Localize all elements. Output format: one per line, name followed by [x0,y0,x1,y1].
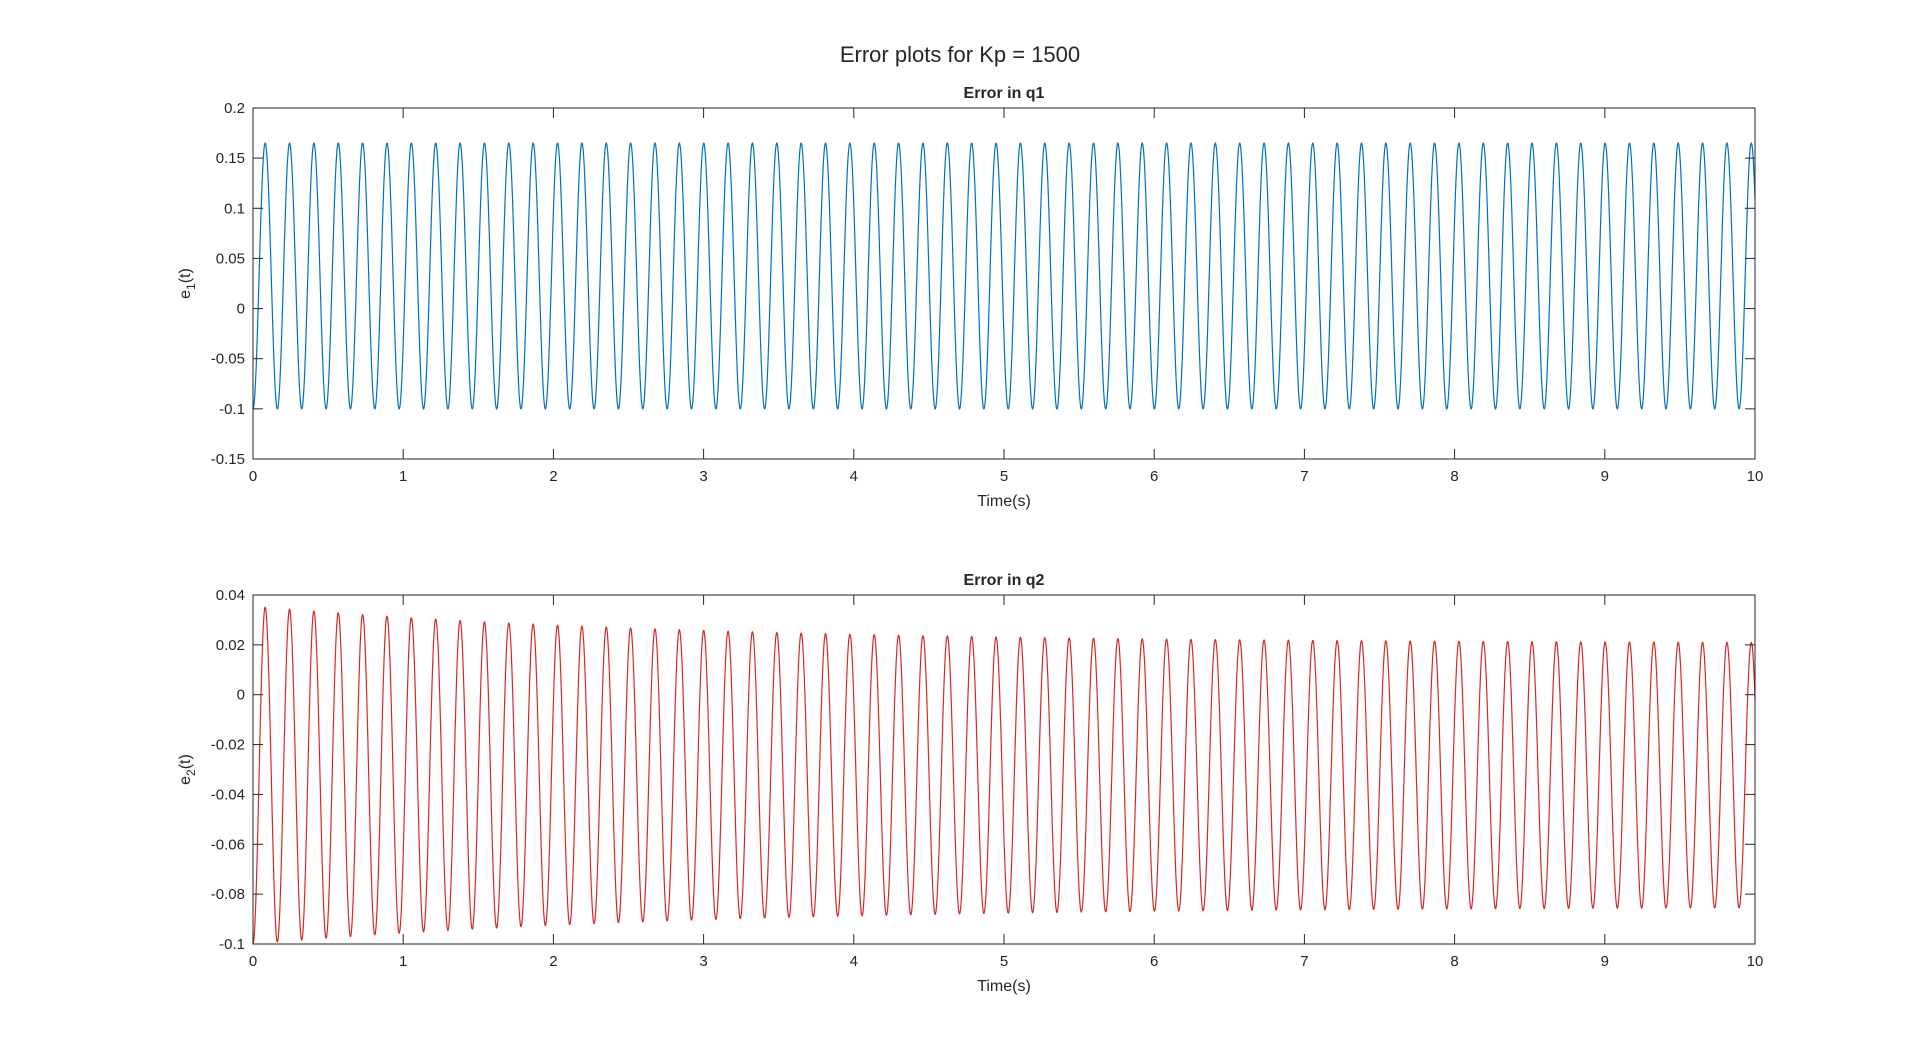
chart-2-ylabel-sub: 2 [184,769,198,776]
chart-2-xtick-label: 0 [249,953,257,970]
chart-1-series-line [253,142,1755,410]
chart-1-xtick-label: 0 [249,468,257,485]
chart-1-ytick-label: 0.05 [216,250,245,267]
chart-2-xlabel: Time(s) [977,978,1031,995]
chart-2-title: Error in q2 [964,572,1045,589]
chart-1-ylabel-suffix: (t) [177,268,194,283]
chart-1-xtick-label: 4 [850,468,858,485]
chart-1-xtick-label: 5 [1000,468,1008,485]
subplot-error-q1: 0 1 2 3 4 5 6 7 8 9 10 -0.15 -0.1 -0.05 0 0.05 0.1 0.15 0.… [177,85,1763,510]
chart-2-xtick-label: 10 [1747,953,1764,970]
chart-2-ytick-label: -0.06 [211,836,245,853]
chart-1-xtick-label: 6 [1150,468,1158,485]
chart-2-xtick-label: 1 [399,953,407,970]
chart-2-xtick-label: 5 [1000,953,1008,970]
chart-2-ytick-label: 0.02 [216,637,245,654]
chart-2-xtick-label: 9 [1601,953,1609,970]
chart-1-xtick-label: 2 [549,468,557,485]
chart-2-ytick-label: -0.04 [211,786,245,803]
subplot-error-q2: 0 1 2 3 4 5 6 7 8 9 10 -0.1 -0.08 -0.06 -0.04 -0.02 0 0.0… [177,572,1763,995]
chart-1-ytick-label: -0.15 [211,451,245,468]
chart-1-ytick-label: 0.1 [224,200,245,217]
chart-1-ytick-label: 0.15 [216,150,245,167]
chart-2-xtick-label: 7 [1300,953,1308,970]
chart-1-ylabel: e1(t) [177,268,198,299]
chart-2-ytick-label: -0.1 [219,936,245,953]
chart-2-xtick-label: 6 [1150,953,1158,970]
chart-2-xtick-label: 8 [1450,953,1458,970]
chart-1-xtick-label: 8 [1450,468,1458,485]
chart-2-ylabel-suffix: (t) [177,754,194,769]
chart-1-ytick-label: 0.2 [224,100,245,117]
chart-1-xtick-label: 1 [399,468,407,485]
chart-1-ylabel-base: e [177,290,194,299]
chart-1-xlabel: Time(s) [977,493,1031,510]
chart-1-title: Error in q1 [964,85,1045,102]
chart-2-xtick-label: 2 [549,953,557,970]
chart-1-xtick-label: 7 [1300,468,1308,485]
chart-2-ylabel: e2(t) [177,754,198,785]
figure-title: Error plots for Kp = 1500 [840,42,1080,67]
chart-1-ytick-label: -0.05 [211,351,245,368]
chart-2-xtick-label: 4 [850,953,858,970]
chart-1-xtick-label: 9 [1601,468,1609,485]
chart-1-ytick-label: 0 [237,301,245,318]
chart-2-ytick-label: 0.04 [216,587,245,604]
chart-1-ytick-label: -0.1 [219,401,245,418]
chart-2-ytick-label: -0.08 [211,886,245,903]
chart-2-series-line [253,606,1755,944]
chart-1-xtick-label: 10 [1747,468,1764,485]
chart-1-xtick-label: 3 [699,468,707,485]
chart-2-ytick-label: -0.02 [211,737,245,754]
chart-1-plot-area [253,108,1755,459]
chart-2-ytick-label: 0 [237,687,245,704]
chart-2-xtick-label: 3 [699,953,707,970]
chart-1-ylabel-sub: 1 [184,283,198,290]
chart-2-ylabel-base: e [177,776,194,785]
